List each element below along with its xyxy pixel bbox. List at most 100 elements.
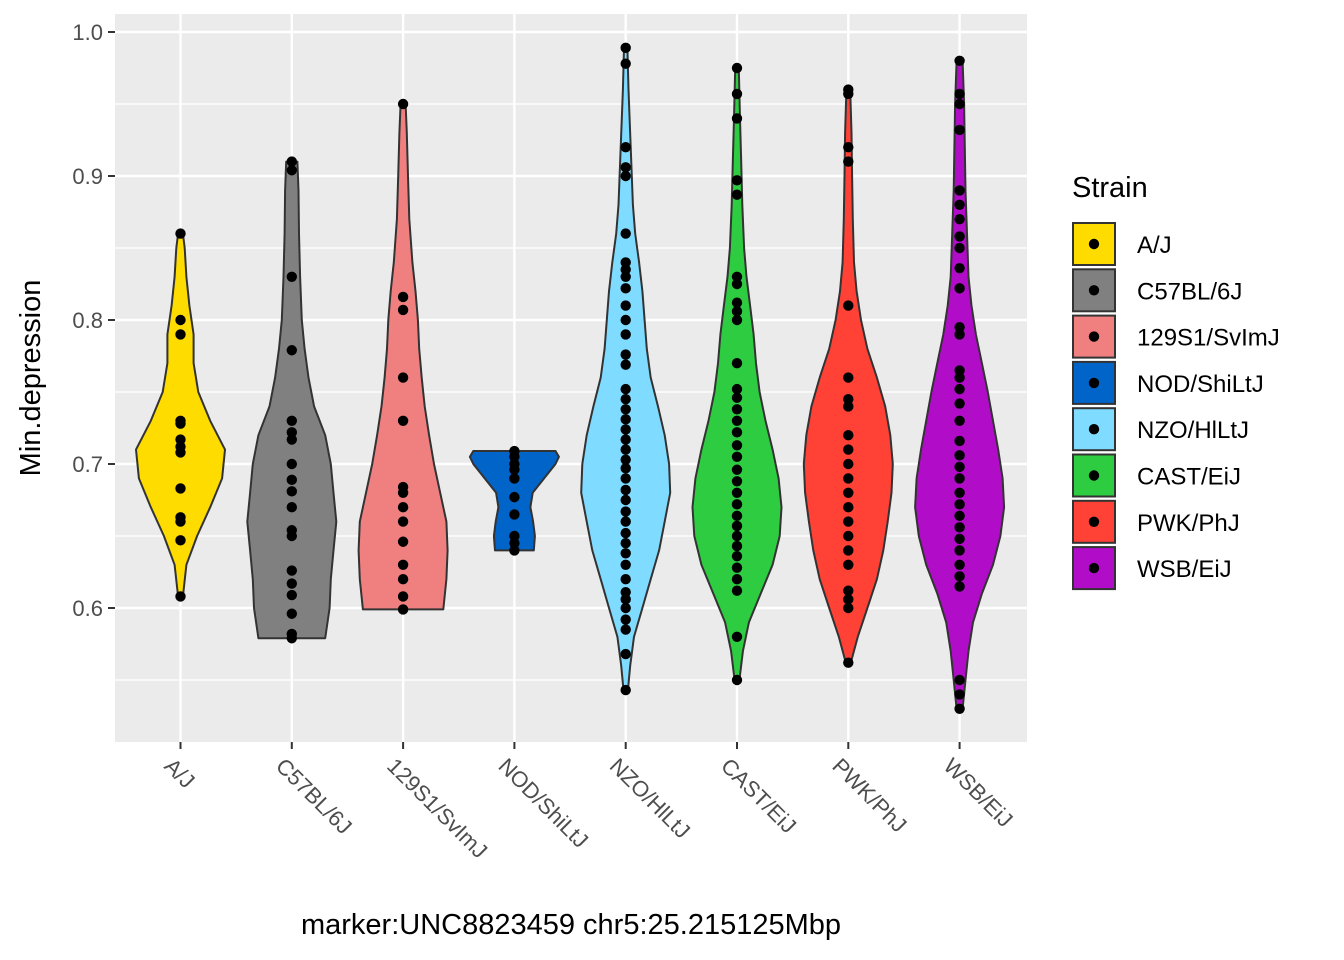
y-tick-label: 0.8: [72, 308, 103, 333]
legend-item: NZO/HlLtJ: [1072, 407, 1249, 452]
data-point: [731, 574, 743, 585]
data-point: [620, 624, 631, 635]
legend-label: C57BL/6J: [1137, 278, 1242, 305]
legend-key-point: [1088, 331, 1100, 342]
data-point: [620, 314, 631, 326]
data-point: [620, 170, 631, 182]
data-point: [731, 383, 743, 395]
data-point: [620, 494, 631, 506]
data-point: [954, 199, 965, 210]
legend-key-point: [1088, 562, 1100, 574]
legend-item: CAST/EiJ: [1072, 453, 1241, 498]
data-point: [954, 214, 965, 225]
legend-key-point: [1088, 424, 1100, 435]
data-point: [509, 473, 520, 484]
data-point: [397, 291, 409, 303]
data-point: [620, 454, 631, 465]
data-point: [954, 398, 965, 409]
data-point: [397, 481, 409, 493]
data-point: [620, 548, 631, 559]
data-point: [954, 329, 965, 340]
data-point: [175, 228, 186, 239]
legend-item: 129S1/SvImJ: [1072, 314, 1280, 359]
data-point: [620, 264, 631, 275]
data-point: [954, 533, 965, 545]
data-point: [620, 394, 631, 405]
data-point: [954, 581, 965, 592]
data-point: [175, 329, 186, 340]
data-point: [397, 591, 409, 602]
y-tick-label: 1.0: [72, 20, 103, 45]
data-point: [954, 545, 965, 556]
legend-key-point: [1088, 470, 1100, 481]
data-point: [731, 451, 743, 462]
data-point: [954, 283, 965, 294]
data-point: [731, 392, 743, 403]
data-point: [175, 314, 186, 326]
data-point: [397, 516, 409, 527]
data-point: [509, 530, 520, 542]
data-point: [620, 559, 631, 570]
data-point: [620, 404, 631, 415]
data-point: [397, 304, 409, 316]
data-point: [620, 602, 631, 614]
data-point: [843, 530, 854, 542]
data-point: [620, 349, 631, 360]
data-point: [843, 458, 854, 470]
data-point: [175, 483, 186, 494]
data-point: [954, 231, 965, 242]
x-tick-label: A/J: [160, 753, 200, 793]
data-point: [620, 594, 631, 605]
y-axis: 0.6 0.7 0.8 0.9 1.0: [72, 20, 115, 621]
data-point: [286, 156, 297, 167]
data-point: [954, 415, 965, 426]
data-point: [175, 434, 186, 445]
data-point: [731, 314, 743, 326]
legend-label: PWK/PhJ: [1137, 510, 1240, 537]
data-point: [397, 415, 409, 426]
data-point: [397, 559, 409, 570]
data-point: [509, 445, 520, 457]
legend-key-point: [1088, 285, 1100, 296]
data-point: [509, 545, 520, 556]
data-point: [397, 604, 409, 615]
data-point: [731, 278, 743, 290]
data-point: [175, 591, 186, 602]
data-point: [843, 430, 854, 441]
data-point: [286, 565, 297, 576]
data-point: [954, 262, 965, 274]
data-point: [954, 372, 965, 383]
data-point: [620, 574, 631, 585]
data-point: [175, 415, 186, 426]
data-point: [397, 98, 409, 110]
data-point: [731, 631, 743, 642]
x-tick-label: 129S1/SvImJ: [382, 753, 492, 863]
legend: Strain A/J C57BL/6J 129S1/SvImJ NOD/ShiLtJ N…: [1072, 172, 1280, 591]
legend-key-point: [1088, 377, 1100, 389]
data-point: [731, 476, 743, 487]
data-point: [286, 502, 297, 513]
x-axis-title: marker:UNC8823459 chr5:25.215125Mbp: [301, 909, 841, 941]
data-point: [843, 372, 854, 383]
data-point: [731, 189, 743, 200]
data-point: [731, 487, 743, 498]
data-point: [286, 165, 297, 176]
data-point: [954, 510, 965, 522]
data-point: [620, 359, 631, 370]
data-point: [620, 228, 631, 239]
x-tick-label: C57BL/6J: [271, 753, 357, 839]
data-point: [620, 648, 631, 660]
data-point: [620, 257, 631, 268]
data-point: [843, 545, 854, 556]
data-point: [286, 486, 297, 497]
data-point: [731, 113, 743, 124]
data-point: [843, 394, 854, 405]
data-point: [731, 175, 743, 186]
data-point: [843, 585, 854, 596]
data-point: [843, 602, 854, 614]
data-point: [620, 329, 631, 340]
data-point: [954, 242, 965, 254]
data-point: [954, 487, 965, 498]
legend-label: NOD/ShiLtJ: [1137, 371, 1264, 398]
